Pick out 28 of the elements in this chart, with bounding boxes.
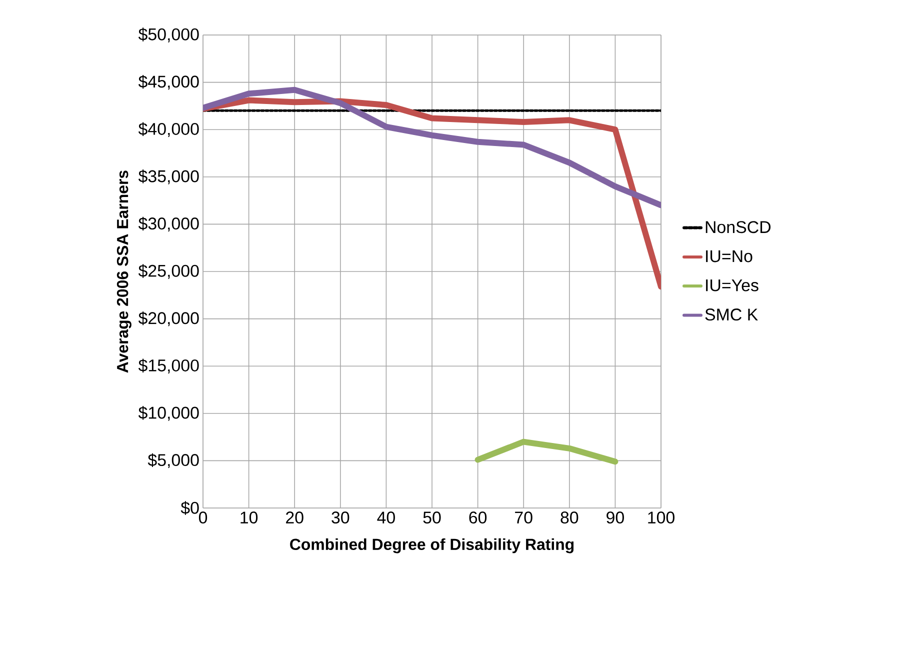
y-tick-label: $10,000	[138, 406, 199, 421]
x-tick-label: 100	[648, 512, 674, 524]
x-axis-title: Combined Degree of Disability Rating	[290, 538, 574, 554]
y-tick-label: $50,000	[138, 28, 199, 42]
x-tick-label: 30	[332, 512, 350, 524]
x-tick-label: 10	[240, 512, 258, 524]
x-tick-label: 90	[606, 512, 624, 524]
y-tick-label: $5,000	[148, 453, 199, 468]
legend-label: SMC K	[705, 308, 758, 321]
x-tick-label: 20	[286, 512, 304, 524]
y-tick-label: $20,000	[138, 311, 199, 326]
y-tick-label: $30,000	[138, 216, 199, 232]
legend-label: NonSCD	[706, 221, 771, 234]
x-tick-label: 70	[515, 512, 532, 524]
x-tick-label: 0	[198, 512, 208, 524]
legend-label: IU=Yes	[706, 279, 758, 292]
x-tick-label: 50	[423, 512, 441, 524]
y-tick-label: $0	[180, 501, 199, 515]
x-tick-label: 40	[377, 512, 395, 524]
y-tick-label: $35,000	[138, 170, 199, 184]
y-axis-title: Average 2006 SSA Earners	[116, 170, 132, 373]
y-tick-label: $25,000	[138, 264, 199, 279]
x-tick-label: 60	[469, 512, 487, 524]
legend-label: IU=No	[706, 250, 752, 262]
y-tick-label: $45,000	[138, 74, 199, 90]
x-tick-label: 80	[560, 512, 578, 524]
y-tick-label: $40,000	[138, 122, 199, 137]
y-tick-label: $15,000	[138, 358, 199, 374]
